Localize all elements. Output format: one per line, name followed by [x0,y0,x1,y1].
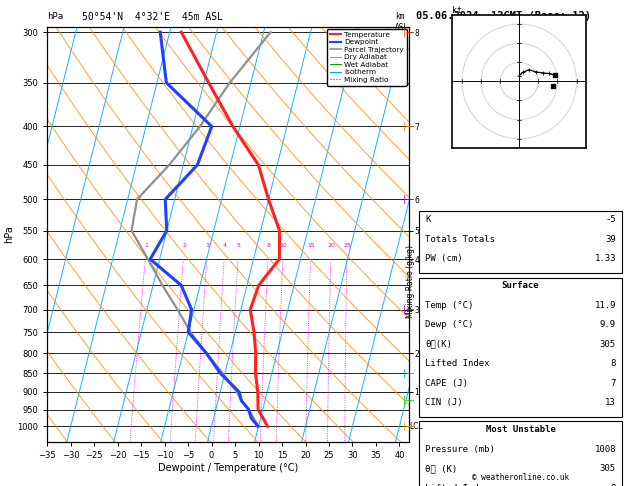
Text: PW (cm): PW (cm) [425,254,463,263]
Text: |—: |— [403,368,414,378]
Text: 1.33: 1.33 [594,254,616,263]
Text: 13: 13 [605,398,616,407]
Text: 305: 305 [600,340,616,349]
Text: 2: 2 [182,243,186,248]
Text: 50°54'N  4°32'E  45m ASL: 50°54'N 4°32'E 45m ASL [82,12,223,22]
Text: CAPE (J): CAPE (J) [425,379,468,388]
Text: |—: |— [403,396,414,405]
Text: 4: 4 [223,243,227,248]
Text: km
ASL: km ASL [395,12,409,32]
Text: 1: 1 [144,243,148,248]
Text: 8: 8 [611,484,616,486]
Text: 7: 7 [611,379,616,388]
Text: Lifted Index: Lifted Index [425,359,489,368]
Text: |—: |— [403,28,414,37]
Text: 10: 10 [279,243,287,248]
Text: 11.9: 11.9 [594,301,616,310]
Text: 3: 3 [206,243,209,248]
Text: 8: 8 [611,359,616,368]
Text: Dewp (°C): Dewp (°C) [425,320,474,330]
Text: 9.9: 9.9 [600,320,616,330]
Text: K: K [425,215,430,225]
Text: -5: -5 [605,215,616,225]
Text: 1008: 1008 [594,445,616,454]
Bar [418,278,623,417]
Text: Mixing Ratio (g/kg): Mixing Ratio (g/kg) [406,245,415,318]
Text: 20: 20 [327,243,335,248]
Text: CIN (J): CIN (J) [425,398,463,407]
Text: Pressure (mb): Pressure (mb) [425,445,495,454]
Text: θᴄ (K): θᴄ (K) [425,464,457,473]
Text: kt: kt [452,5,462,15]
Text: 05.06.2024  12GMT (Base: 12): 05.06.2024 12GMT (Base: 12) [416,11,591,21]
Text: 25: 25 [343,243,351,248]
Bar [418,421,623,486]
Text: LCL: LCL [409,422,423,431]
Text: Most Unstable: Most Unstable [486,425,555,434]
Bar [418,211,623,273]
X-axis label: Dewpoint / Temperature (°C): Dewpoint / Temperature (°C) [158,463,298,473]
Text: 5: 5 [237,243,240,248]
Text: |—: |— [403,122,414,131]
Text: Temp (°C): Temp (°C) [425,301,474,310]
Y-axis label: hPa: hPa [4,226,14,243]
Text: Lifted Index: Lifted Index [425,484,489,486]
Text: 39: 39 [605,235,616,244]
Text: |—: |— [403,305,414,314]
Text: θᴄ(K): θᴄ(K) [425,340,452,349]
Legend: Temperature, Dewpoint, Parcel Trajectory, Dry Adiabat, Wet Adiabat, Isotherm, Mi: Temperature, Dewpoint, Parcel Trajectory… [327,29,407,86]
Text: 15: 15 [307,243,314,248]
Text: 8: 8 [267,243,270,248]
Text: hPa: hPa [47,12,64,21]
Text: |—: |— [403,422,414,431]
Text: Totals Totals: Totals Totals [425,235,495,244]
Text: Surface: Surface [502,281,539,291]
Text: 305: 305 [600,464,616,473]
Text: |—: |— [403,195,414,204]
Text: © weatheronline.co.uk: © weatheronline.co.uk [472,473,569,482]
